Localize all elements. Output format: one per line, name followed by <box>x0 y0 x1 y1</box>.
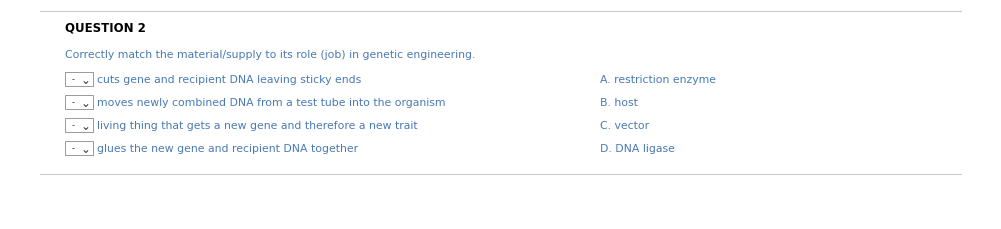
Bar <box>65 95 93 109</box>
Text: A. restriction enzyme: A. restriction enzyme <box>600 75 716 85</box>
Text: ⌄: ⌄ <box>80 142 90 155</box>
Bar <box>65 141 93 155</box>
Text: B. host: B. host <box>600 98 638 108</box>
Text: glues the new gene and recipient DNA together: glues the new gene and recipient DNA tog… <box>97 143 358 153</box>
Text: -: - <box>72 121 78 130</box>
Text: -: - <box>72 144 78 153</box>
Text: moves newly combined DNA from a test tube into the organism: moves newly combined DNA from a test tub… <box>97 98 445 108</box>
Bar <box>65 118 93 132</box>
Text: -: - <box>72 98 78 107</box>
Text: cuts gene and recipient DNA leaving sticky ends: cuts gene and recipient DNA leaving stic… <box>97 75 361 85</box>
Bar <box>65 73 93 87</box>
Text: ⌄: ⌄ <box>80 97 90 109</box>
Text: -: - <box>72 75 78 84</box>
Text: ⌄: ⌄ <box>80 120 90 132</box>
Text: Correctly match the material/supply to its role (job) in genetic engineering.: Correctly match the material/supply to i… <box>65 50 475 60</box>
Text: living thing that gets a new gene and therefore a new trait: living thing that gets a new gene and th… <box>97 120 417 131</box>
Text: D. DNA ligase: D. DNA ligase <box>600 143 675 153</box>
Text: C. vector: C. vector <box>600 120 649 131</box>
Text: QUESTION 2: QUESTION 2 <box>65 21 146 34</box>
Text: ⌄: ⌄ <box>80 74 90 87</box>
